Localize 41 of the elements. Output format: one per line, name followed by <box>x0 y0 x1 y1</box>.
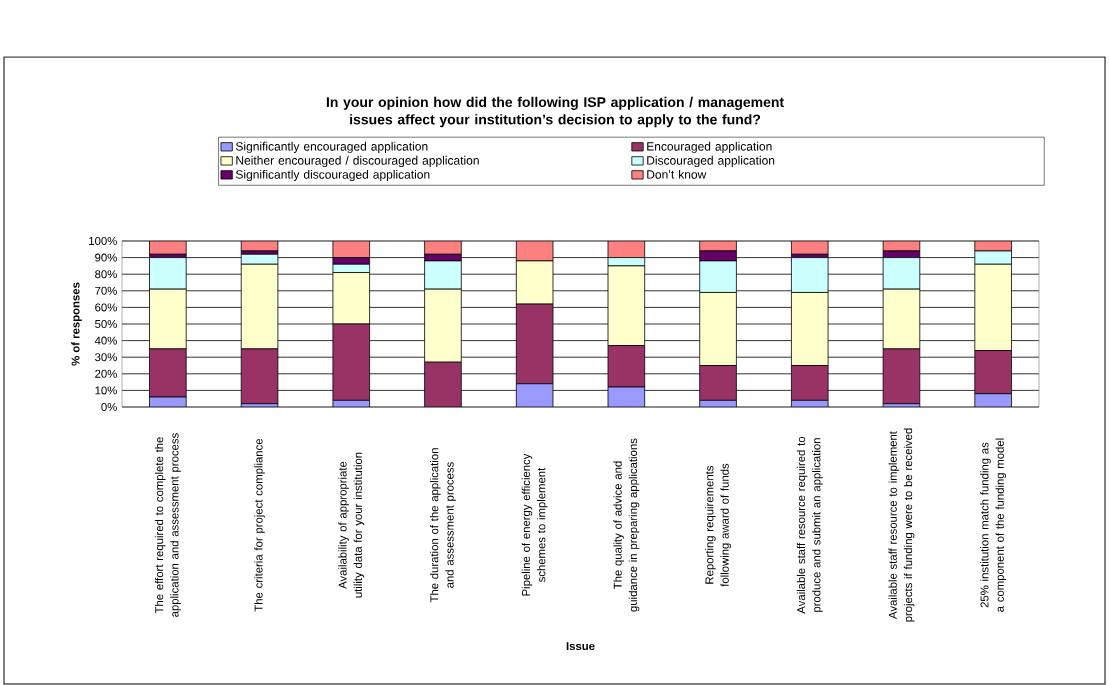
y-axis-title: % of responses <box>71 282 82 366</box>
x-tick-label: Reporting requirements following award of funds <box>705 463 731 587</box>
chart-title: In your opinion how did the following ISP application / management issues affect your institution’s decision to apply to the fund? <box>326 96 784 128</box>
bar <box>974 350 1012 395</box>
y-tick-label: 100% <box>89 236 117 245</box>
y-tick-label: 10% <box>95 386 117 395</box>
y-tick-label: 30% <box>95 353 117 362</box>
x-axis-title: Issue <box>566 642 595 651</box>
y-tick-label: 70% <box>95 286 117 295</box>
y-tick-label: 80% <box>95 270 117 279</box>
bar <box>424 361 462 407</box>
x-tick-label: The criteria for project compliance <box>254 438 265 612</box>
legend-label: Discouraged application <box>647 155 775 168</box>
x-tick-label: Available staff resource required to produce and submit an application <box>796 436 823 614</box>
x-tick-label: The quality of advice and guidance in preparing applications <box>613 438 640 612</box>
legend-label: Neither encouraged / discouraged application <box>236 155 479 168</box>
bar <box>699 365 737 401</box>
y-tick-label: 20% <box>95 369 117 378</box>
bar <box>332 323 370 401</box>
bar <box>791 365 829 401</box>
bar <box>882 348 921 405</box>
x-tick-label: The effort required to complete the application and assessment process <box>154 433 181 617</box>
legend-label: Significantly discouraged application <box>235 169 430 182</box>
x-tick-label: Available staff resource to implement projects if funding were to be received <box>888 428 915 622</box>
bar <box>515 303 554 385</box>
x-tick-label: 25% institution match funding as a component of the funding model <box>980 438 1007 612</box>
legend-label: Encouraged application <box>647 141 772 154</box>
y-tick-label: 0% <box>101 403 117 411</box>
x-tick-label: Availability of appropriate utility data for your institution <box>338 452 365 598</box>
bar <box>149 348 187 398</box>
x-tick-label: The duration of the application and assessment process <box>430 448 456 603</box>
bar <box>240 348 279 405</box>
x-tick-label: Pipeline of energy efficiency schemes to implement <box>521 453 548 596</box>
y-tick-label: 60% <box>95 303 117 312</box>
bar <box>515 383 554 407</box>
legend-label: Don’t know <box>647 169 707 179</box>
bar <box>607 345 646 388</box>
legend-label: Significantly encouraged application <box>235 141 428 154</box>
y-tick-label: 50% <box>95 319 117 328</box>
y-tick-label: 40% <box>94 336 117 345</box>
y-tick-label: 90% <box>95 253 117 262</box>
